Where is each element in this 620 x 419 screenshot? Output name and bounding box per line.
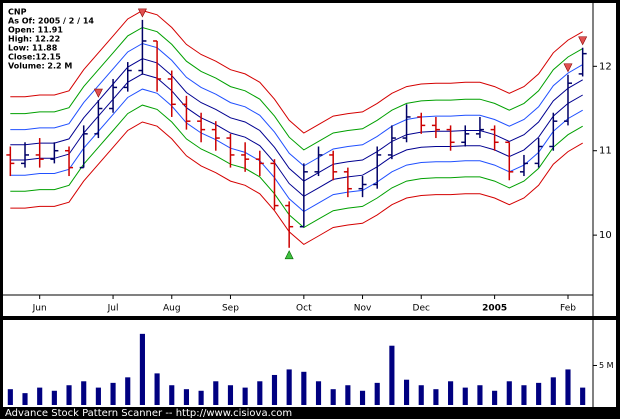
info-line: Volume: 2.2 M (8, 62, 72, 71)
volume-bar (301, 371, 307, 405)
band-line (10, 73, 583, 197)
volume-bar (389, 345, 395, 405)
volume-bar (7, 389, 13, 405)
volume-bar (257, 381, 263, 405)
x-tick-label: Jul (107, 304, 119, 314)
volume-bar (345, 385, 351, 405)
band-line (10, 42, 583, 167)
volume-bar (374, 382, 380, 405)
band-line (10, 121, 583, 246)
x-tick-label: 2005 (482, 304, 507, 314)
y-tick-label: 5 M (599, 361, 614, 370)
x-tick-label: Sep (222, 304, 239, 314)
volume-bar (37, 387, 43, 405)
band-line (10, 104, 583, 229)
volume-bar (213, 381, 219, 405)
y-tick-label: 12 (599, 61, 612, 72)
volume-bar (66, 385, 72, 405)
volume-bar (433, 389, 439, 405)
footer: Advance Stock Pattern Scanner -- http://… (5, 408, 292, 419)
volume-bar (477, 385, 483, 405)
volume-bar (580, 387, 586, 405)
x-tick-label: Aug (163, 304, 181, 314)
x-tick-label: Nov (354, 304, 372, 314)
volume-bar (550, 377, 556, 405)
volume-bar (227, 385, 234, 405)
x-tick-label: Jun (32, 304, 47, 314)
y-tick-label: 11 (599, 146, 612, 157)
volume-bar (330, 389, 336, 405)
info-line: Open: 11.91 (8, 26, 63, 35)
sell-signal (93, 88, 103, 98)
info-line: Close:12.15 (8, 53, 61, 62)
volume-bar (125, 377, 131, 405)
volume-bar (521, 385, 527, 405)
sell-signal (578, 36, 588, 46)
volume-bar (169, 385, 175, 405)
sell-signal (137, 8, 147, 18)
volume-bar (242, 387, 248, 405)
volume-bar (81, 381, 87, 405)
volume-bar (95, 387, 101, 405)
info-line: Low: 11.88 (8, 44, 58, 53)
price-panel (3, 3, 616, 316)
volume-bar (506, 381, 512, 405)
volume-bar (536, 382, 542, 405)
volume-bar (22, 393, 28, 405)
volume-panel (3, 320, 616, 407)
volume-bar (139, 333, 145, 405)
band-line (10, 26, 583, 151)
volume-bar (492, 390, 498, 405)
buy-signal (284, 250, 294, 260)
volume-bar (286, 369, 292, 405)
volume-bar (315, 381, 322, 405)
volume-bar (565, 369, 571, 405)
sell-signal (563, 63, 573, 73)
symbol: CNP (8, 8, 27, 17)
info-line: As Of: 2005 / 2 / 14 (8, 17, 94, 26)
volume-bar (359, 390, 366, 405)
band-line (10, 58, 583, 182)
volume-bar (403, 379, 410, 405)
volume-bar (462, 387, 468, 405)
info-line: High: 12.22 (8, 35, 60, 44)
x-tick-label: Feb (560, 304, 576, 314)
volume-bar (110, 382, 116, 405)
band-line (10, 88, 583, 213)
volume-bar (154, 373, 160, 405)
volume-bar (183, 389, 190, 405)
volume-bar (198, 390, 204, 405)
volume-bar (418, 385, 424, 405)
volume-bar (448, 381, 454, 405)
volume-bar (271, 374, 278, 405)
x-tick-label: Oct (296, 304, 312, 314)
y-tick-label: 10 (599, 230, 612, 241)
x-tick-label: Dec (413, 304, 430, 314)
volume-bar (51, 390, 57, 405)
band-line (10, 10, 583, 134)
